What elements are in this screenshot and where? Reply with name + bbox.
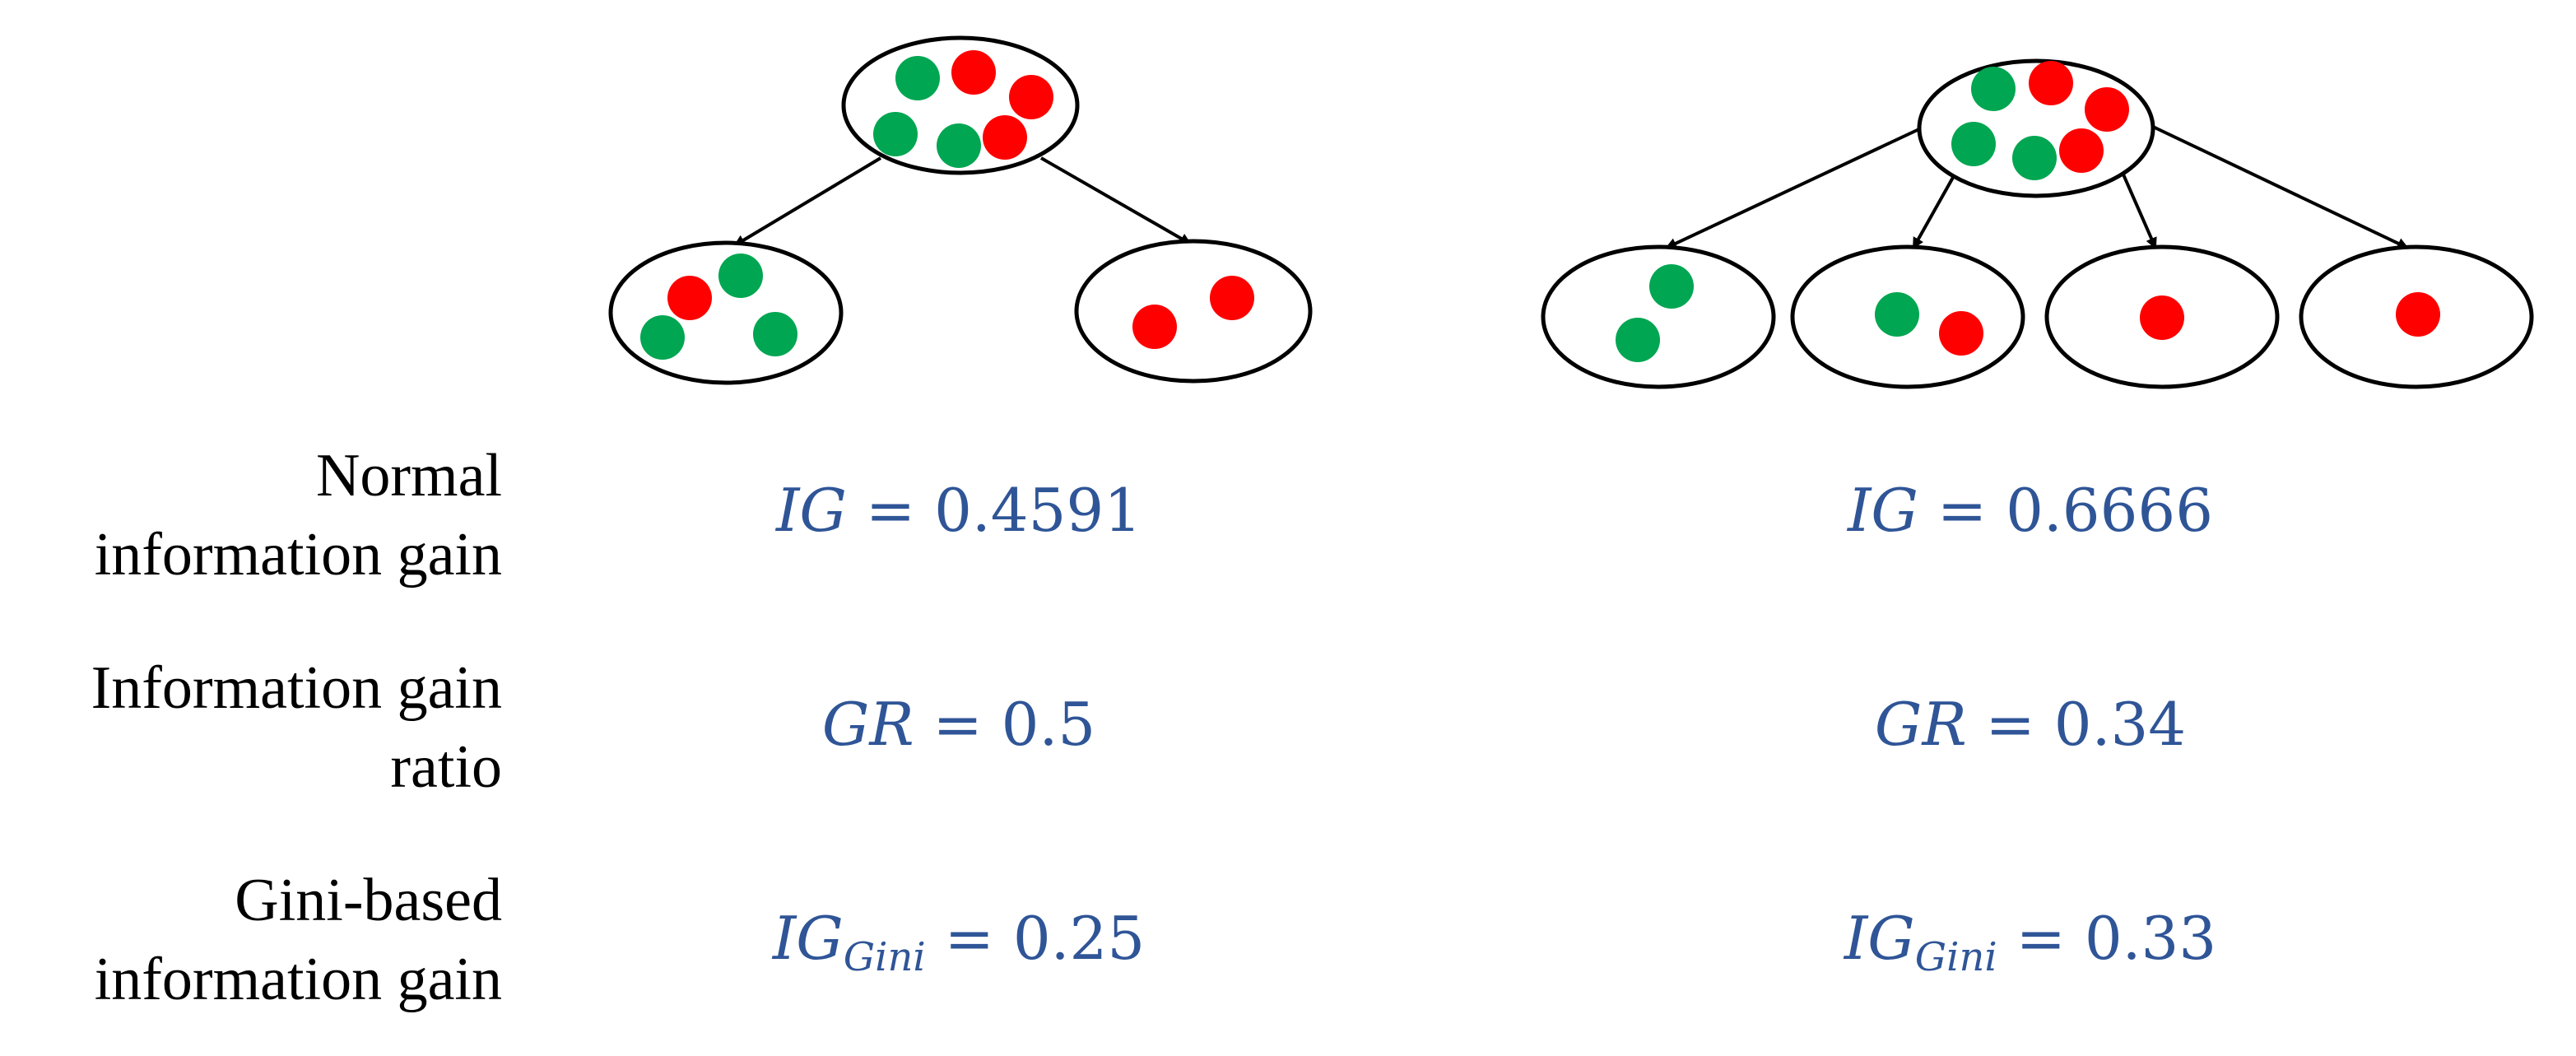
root-node: [1917, 58, 2155, 198]
root-node: [841, 35, 1080, 175]
green-sample-dot: [937, 123, 981, 168]
split-arrow: [2122, 174, 2157, 249]
formula-ig-right: IG = 0.6666: [1847, 476, 2214, 545]
red-sample-dot: [2029, 61, 2073, 105]
formula-gini-left: IGGini = 0.25: [772, 904, 1146, 980]
row-label-normal-ig: Normal information gain: [0, 436, 502, 594]
red-sample-dot: [951, 50, 996, 95]
formula-gini-right: IGGini = 0.33: [1844, 904, 2217, 980]
row-label-gain-ratio: Information gain ratio: [0, 649, 502, 807]
red-sample-dot: [1009, 75, 1053, 119]
green-sample-dot: [1649, 264, 1694, 309]
child-node: [2299, 244, 2534, 389]
red-sample-dot: [1939, 311, 1983, 356]
split-arrow: [1665, 126, 1923, 249]
child-node: [1541, 244, 1776, 389]
child-node: [2044, 244, 2280, 389]
child-node: [1074, 239, 1313, 384]
red-sample-dot: [2059, 128, 2104, 173]
red-sample-dot: [2140, 295, 2184, 340]
red-sample-dot: [2396, 292, 2440, 337]
formula-gr-left: GR = 0.5: [821, 690, 1096, 759]
green-sample-dot: [718, 254, 763, 298]
split-arrow: [2151, 124, 2409, 249]
row-label-line: Normal: [315, 442, 502, 509]
red-sample-dot: [1132, 305, 1177, 349]
green-sample-dot: [2012, 136, 2057, 180]
row-label-line: information gain: [94, 946, 502, 1013]
green-sample-dot: [1951, 122, 1996, 166]
row-label-line: ratio: [390, 733, 502, 801]
child-node: [1790, 244, 2025, 389]
split-arrow: [1040, 156, 1192, 245]
red-sample-dot: [667, 276, 712, 320]
red-sample-dot: [2085, 87, 2129, 132]
tree-multiway-split: [1541, 58, 2534, 389]
row-label-gini-ig: Gini-based information gain: [0, 861, 502, 1019]
green-sample-dot: [1875, 292, 1919, 337]
split-arrow: [733, 156, 882, 247]
row-label-line: Information gain: [91, 654, 502, 722]
green-sample-dot: [1971, 67, 2016, 111]
decision-tree-diagrams: [608, 35, 2534, 389]
green-sample-dot: [640, 315, 685, 360]
green-sample-dot: [895, 56, 940, 100]
red-sample-dot: [983, 115, 1027, 160]
green-sample-dot: [873, 112, 918, 156]
split-arrow: [1912, 174, 1956, 249]
green-sample-dot: [1616, 318, 1660, 362]
node-ellipse: [1074, 239, 1313, 384]
red-sample-dot: [1210, 276, 1254, 320]
formula-ig-left: IG = 0.4591: [775, 476, 1142, 545]
node-ellipse: [1541, 244, 1776, 389]
row-label-line: information gain: [94, 521, 502, 588]
row-label-line: Gini-based: [235, 867, 502, 934]
green-sample-dot: [753, 312, 797, 356]
formula-gr-right: GR = 0.34: [1874, 690, 2187, 759]
child-node: [608, 240, 844, 385]
tree-binary-split: [608, 35, 1313, 385]
